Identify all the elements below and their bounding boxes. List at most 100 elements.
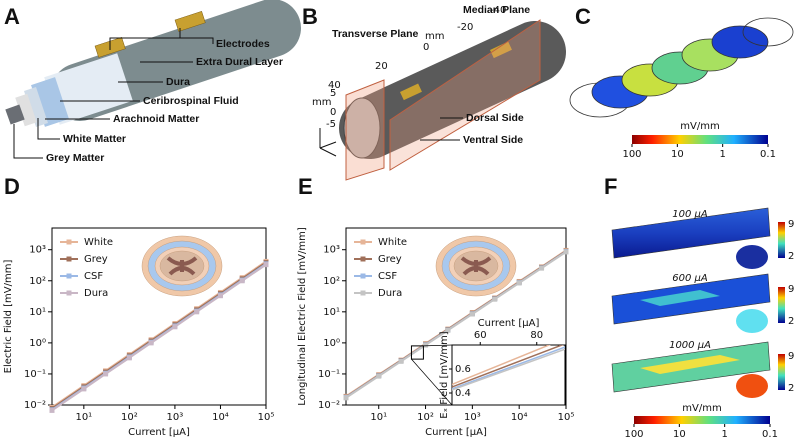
x-axis-label: Current [μA]	[425, 427, 487, 438]
small-colorbar	[778, 222, 785, 258]
axis-tick-label: 5	[330, 88, 336, 99]
annotation: White Matter	[63, 133, 126, 145]
axis-label: mm	[312, 97, 331, 108]
annotation: Dura	[166, 76, 190, 88]
annotation: Transverse Plane	[332, 28, 419, 40]
data-point	[469, 311, 475, 317]
cord-icon	[166, 256, 198, 276]
csf-layer	[31, 77, 69, 127]
data-point	[126, 355, 132, 361]
x-axis-label: Current [μA]	[128, 427, 190, 438]
x-tick-label: 10⁵	[258, 412, 275, 423]
data-point	[148, 340, 154, 346]
colorbar	[632, 135, 768, 144]
panel-letter: A	[4, 4, 20, 29]
y-tick-label: 10²	[29, 276, 46, 287]
colorbar-tick-label: 0.1	[760, 149, 776, 160]
series-line	[345, 251, 567, 399]
white-matter	[15, 93, 37, 127]
panel-letter: C	[575, 4, 591, 29]
data-point	[376, 373, 382, 379]
x-tick-label: 10⁴	[212, 412, 229, 423]
axis-tick-label: -20	[457, 22, 473, 33]
legend-marker	[66, 290, 72, 296]
y-tick-label: 10¹	[323, 307, 340, 318]
axis-tick-label: 0	[330, 107, 336, 118]
colorbar-tick-label: 9	[788, 351, 794, 362]
colorbar-tick-label: 10	[671, 149, 684, 160]
median-plane	[389, 19, 541, 171]
panel-f: F 100 μA 600 μA 1000 μA mV/mm	[604, 174, 771, 424]
colorbar-tick-label: 9	[788, 284, 794, 295]
inset-y-label: Eₓ Field [mV/mm]	[439, 331, 450, 419]
data-point	[263, 262, 269, 268]
data-point	[343, 395, 349, 401]
condition-label: 1000 μA	[669, 340, 711, 351]
data-point	[516, 280, 522, 286]
inset-x-tick-label: 60	[474, 330, 487, 341]
colorbar-tick-label: 2	[788, 251, 794, 262]
colorbar	[634, 416, 770, 424]
zoom-connector	[423, 344, 453, 347]
y-tick-label: 10²	[323, 276, 340, 287]
panel-letter: E	[298, 174, 313, 199]
legend-marker	[66, 256, 72, 262]
y-tick-label: 10³	[323, 245, 340, 256]
data-point	[445, 327, 451, 333]
legend-marker	[360, 290, 366, 296]
colorbar-tick-label: 1	[721, 429, 727, 439]
data-point	[172, 324, 178, 330]
y-tick-label: 10¹	[29, 307, 46, 318]
annotation: Ventral Side	[463, 134, 523, 146]
legend-marker	[360, 273, 366, 279]
y-axis-label: Electric Field [mV/mm]	[3, 260, 14, 374]
annotation: Arachnoid Matter	[113, 113, 199, 125]
y-tick-label: 10⁻²	[318, 400, 340, 411]
colorbar-label: mV/mm	[682, 403, 721, 414]
y-tick-label: 10⁻¹	[24, 369, 46, 380]
data-point	[217, 293, 223, 299]
plot-frame	[51, 227, 267, 406]
condition-label: 100 μA	[672, 209, 708, 220]
x-tick-label: 10²	[417, 412, 434, 423]
colorbar-tick-label: 0.1	[762, 429, 778, 439]
legend-label: CSF	[84, 271, 103, 282]
legend-label: White	[84, 237, 113, 248]
y-tick-label: 10⁻¹	[318, 369, 340, 380]
dura-layer	[44, 53, 133, 125]
annotation: Grey Matter	[46, 152, 104, 164]
data-point	[539, 265, 545, 271]
annotation: Dorsal Side	[466, 112, 524, 124]
leader-line	[37, 118, 60, 140]
transverse-plane	[345, 79, 385, 181]
data-point	[103, 371, 109, 377]
grey-matter	[5, 104, 25, 125]
data-point	[492, 296, 498, 302]
annotation: Electrodes	[216, 38, 270, 50]
colorbar-tick-label: 9	[788, 219, 794, 230]
x-tick-label: 10³	[167, 412, 184, 423]
data-point	[423, 342, 429, 348]
electrodes	[400, 41, 512, 101]
panel-letter: B	[302, 4, 318, 29]
series-line	[51, 263, 267, 412]
data-point	[194, 309, 200, 315]
y-axis-label: Longitudinal Electric Field [mV/mm]	[297, 227, 308, 406]
axes-triad	[319, 128, 337, 157]
x-tick-label: 10⁵	[558, 412, 575, 423]
x-tick-label: 10⁴	[511, 412, 528, 423]
data-point	[398, 358, 404, 364]
colorbar-tick-label: 100	[622, 149, 641, 160]
legend-label: Dura	[378, 288, 402, 299]
y-tick-label: 10⁻²	[24, 400, 46, 411]
annotation: Median Plane	[463, 4, 530, 16]
panel-a: A Electrodes Extra Dural Layer Dura Ceri…	[4, 0, 301, 164]
small-colorbar	[778, 354, 785, 390]
annotation: Extra Dural Layer	[196, 56, 283, 68]
colorbar-tick-label: 10	[673, 429, 686, 439]
small-colorbar	[778, 287, 785, 323]
cord-icon	[460, 256, 492, 276]
series-line	[51, 261, 267, 410]
inset-frame	[451, 344, 566, 406]
